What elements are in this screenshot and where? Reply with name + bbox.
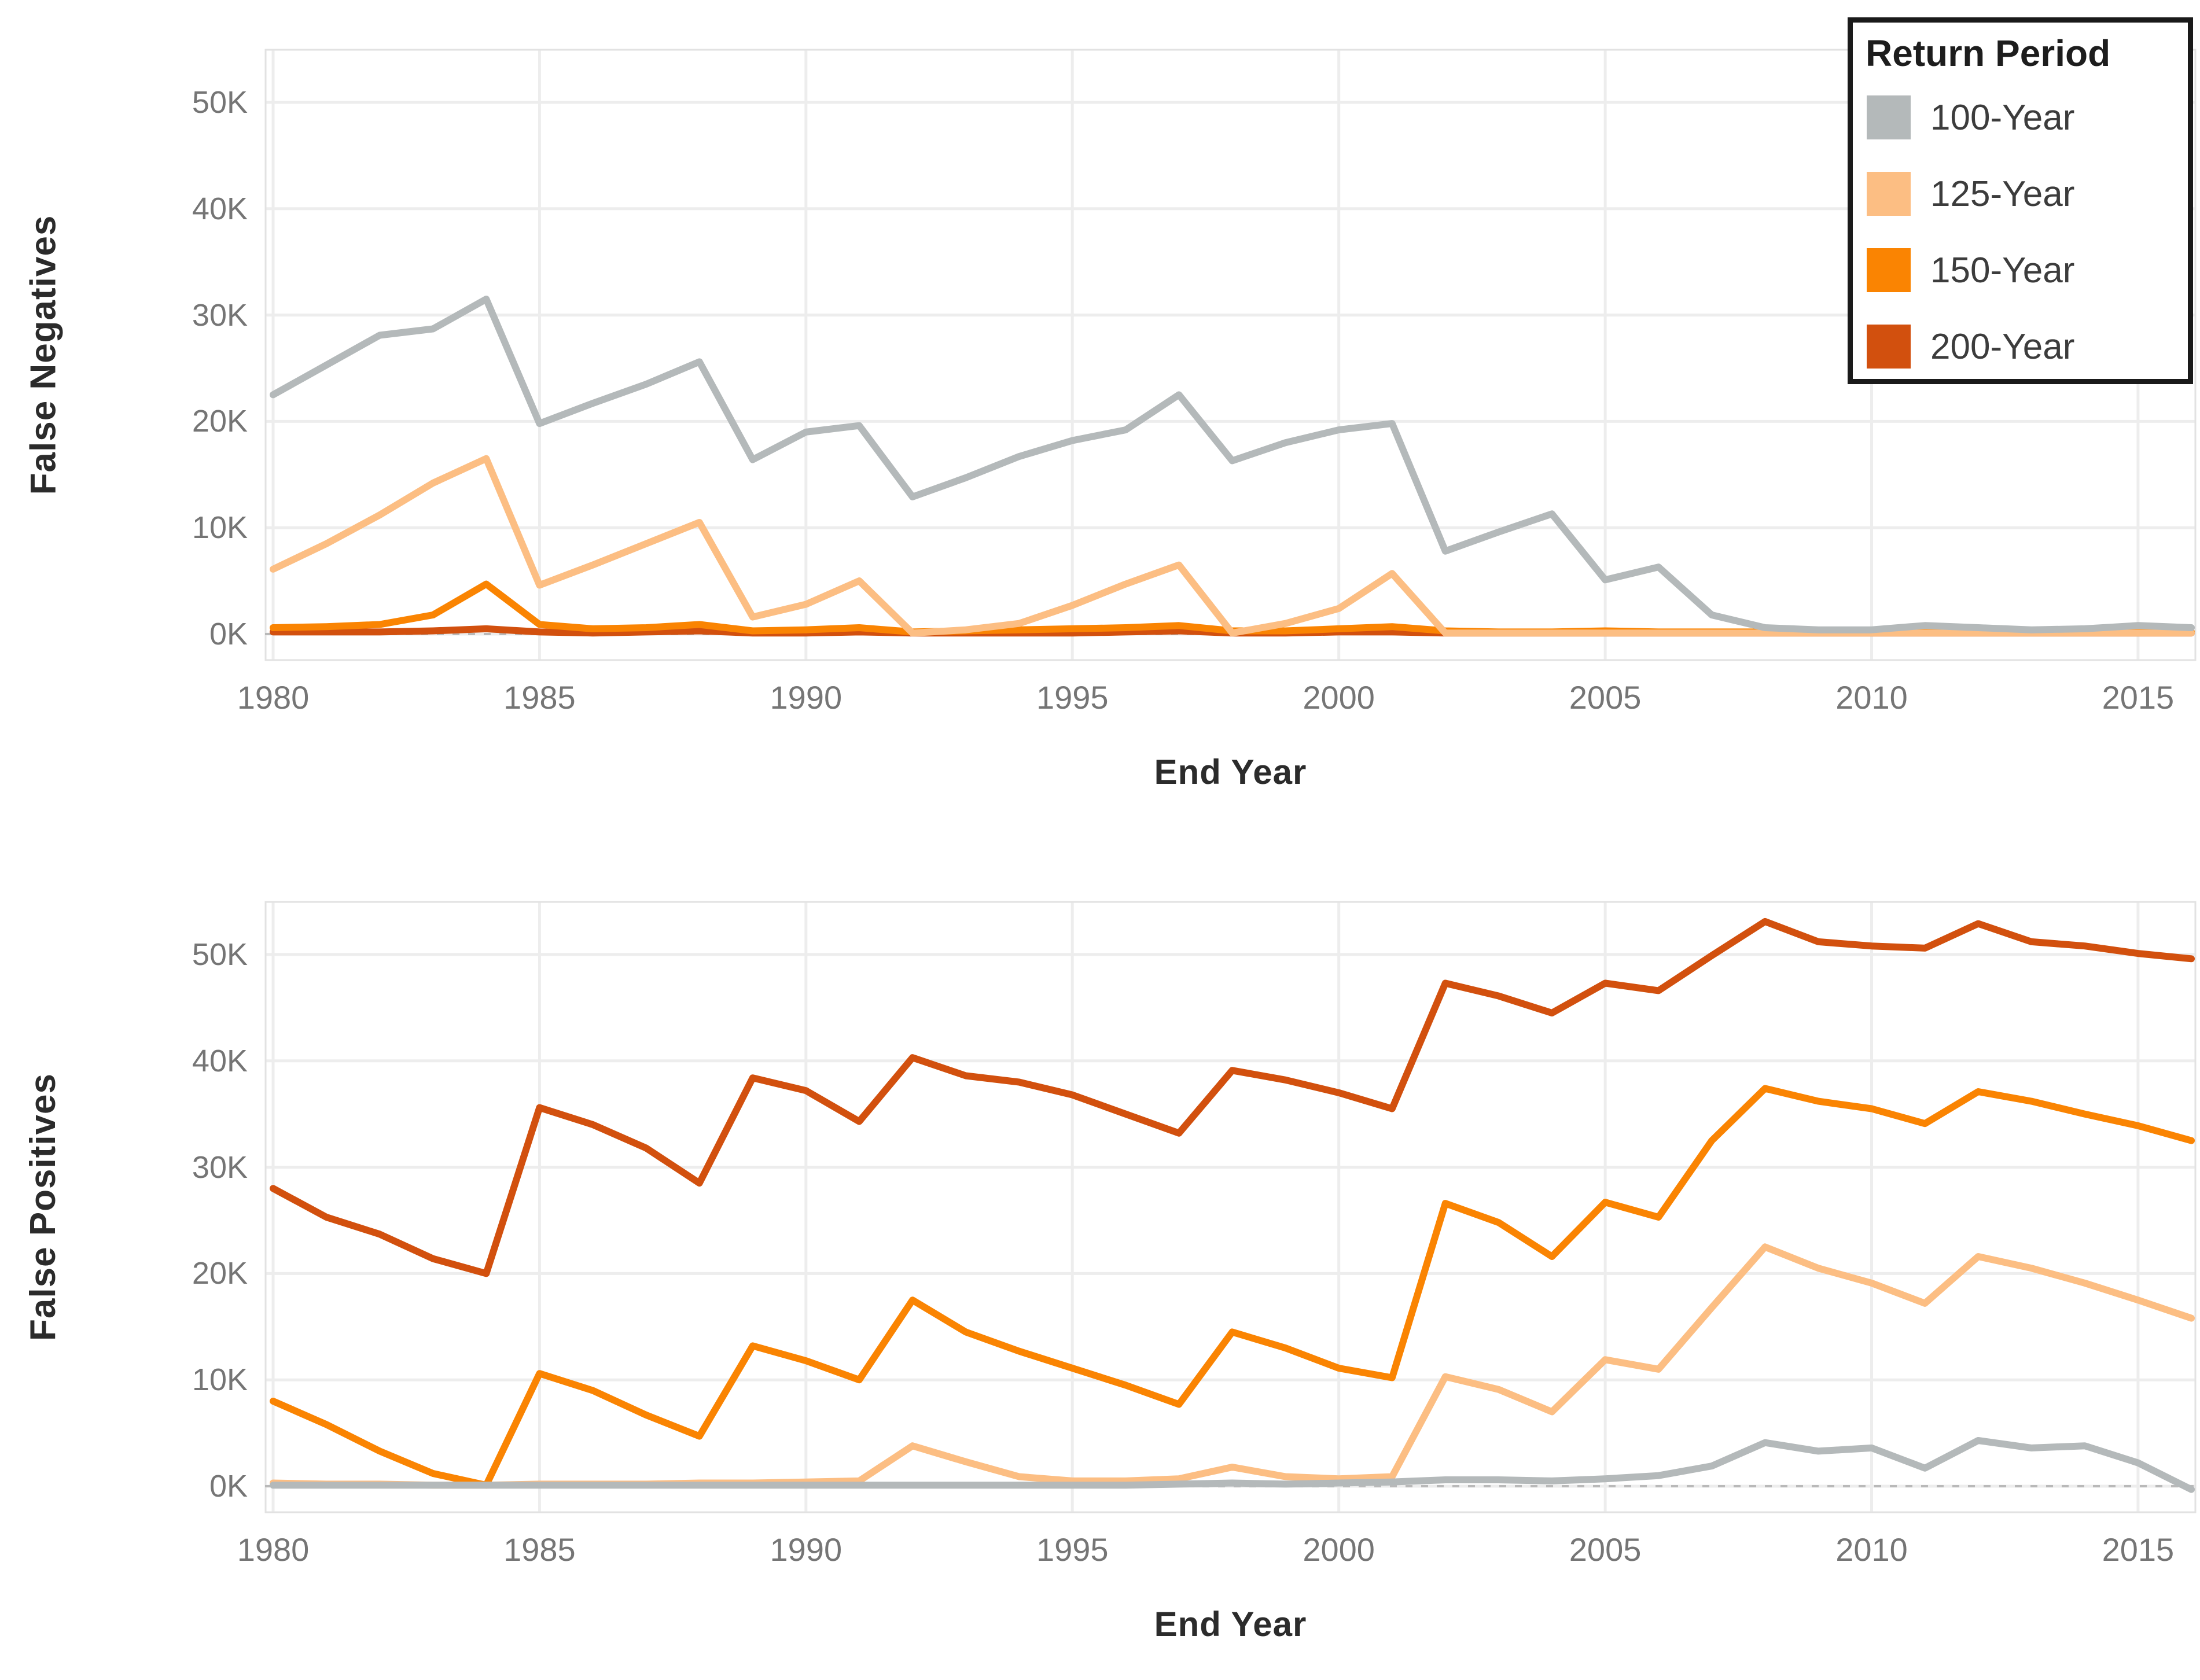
x-tick-label: 1995 [1036, 1531, 1109, 1568]
x-tick-label: 2015 [2102, 679, 2175, 716]
x-tick-label: 1980 [237, 1531, 310, 1568]
x-tick-label: 2000 [1303, 679, 1375, 716]
series-line-100-year[interactable] [270, 296, 2195, 633]
y-tick-label: 40K [192, 191, 248, 226]
legend-items: 100-Year 125-Year 150-Year 200-Year [1853, 79, 2188, 385]
legend-return-period: Return Period 100-Year 125-Year 150-Year 20… [1848, 17, 2193, 384]
y-tick-label: 40K [192, 1043, 248, 1078]
x-axis-title-end-year-top: End Year [1154, 753, 1307, 791]
plot-area-false-positives [264, 901, 2197, 1513]
y-axis-title-false-negatives: False Negatives [12, 49, 75, 661]
x-tick-label: 1985 [503, 1531, 576, 1568]
x-tick-label: 1990 [770, 1531, 843, 1568]
series-line-200-year[interactable] [270, 918, 2195, 1277]
y-tick-label: 50K [192, 937, 248, 972]
x-tick-label: 1995 [1036, 679, 1109, 716]
x-tick-label: 2005 [1569, 1531, 1642, 1568]
x-tick-label: 2015 [2102, 1531, 2175, 1568]
legend-title: Return Period [1866, 32, 2111, 74]
y-axis-title-text: False Positives [23, 1073, 64, 1342]
y-tick-label: 10K [192, 510, 248, 546]
x-tick-label: 1985 [503, 679, 576, 716]
legend-swatch-100-year [1867, 95, 1911, 139]
legend-label: 150-Year [1930, 250, 2075, 290]
legend-label: 125-Year [1930, 174, 2075, 214]
y-axis-title-false-positives: False Positives [12, 901, 75, 1513]
x-axis-title-end-year-bottom: End Year [1154, 1605, 1307, 1644]
legend-item-100-year[interactable]: 100-Year [1867, 79, 2188, 156]
plot-border [264, 49, 2197, 661]
legend-item-200-year[interactable]: 200-Year [1867, 308, 2188, 385]
legend-item-150-year[interactable]: 150-Year [1867, 232, 2188, 308]
y-tick-label: 20K [192, 1256, 248, 1291]
y-tick-label: 20K [192, 404, 248, 439]
series-line-100-year[interactable] [270, 1437, 2195, 1493]
y-tick-label: 30K [192, 1150, 248, 1185]
legend-item-125-year[interactable]: 125-Year [1867, 156, 2188, 232]
legend-swatch-150-year [1867, 248, 1911, 292]
y-tick-label: 0K [209, 617, 248, 652]
x-tick-label: 2010 [1835, 679, 1908, 716]
plot-border [264, 901, 2197, 1513]
series-line-125-year[interactable] [270, 1243, 2195, 1489]
legend-label: 200-Year [1930, 326, 2075, 367]
legend-swatch-200-year [1867, 325, 1911, 369]
y-axis-title-text: False Negatives [23, 215, 64, 495]
y-tick-label: 10K [192, 1362, 248, 1398]
legend-swatch-125-year [1867, 172, 1911, 216]
y-tick-label: 50K [192, 84, 248, 120]
x-tick-label: 2000 [1303, 1531, 1375, 1568]
y-tick-label: 30K [192, 297, 248, 333]
series-line-125-year[interactable] [270, 455, 2195, 637]
series-line-150-year[interactable] [270, 1085, 2195, 1489]
x-tick-label: 1980 [237, 679, 310, 716]
chart-canvas-1 [264, 901, 2197, 1513]
x-tick-label: 1990 [770, 679, 843, 716]
y-tick-label: 0K [209, 1469, 248, 1504]
x-tick-label: 2010 [1835, 1531, 1908, 1568]
x-tick-label: 2005 [1569, 679, 1642, 716]
legend-label: 100-Year [1930, 97, 2075, 138]
